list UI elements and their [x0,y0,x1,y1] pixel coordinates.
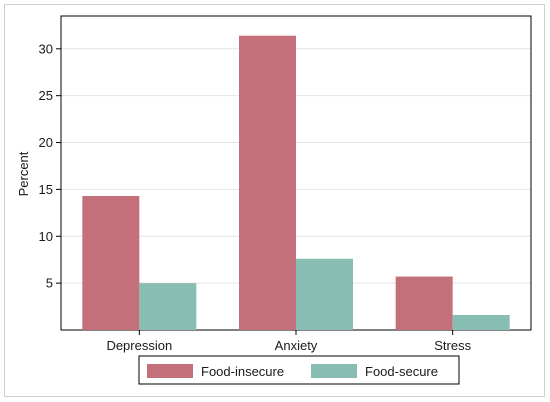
y-tick-label: 30 [39,41,53,56]
y-axis-ticks: 5 10 15 20 25 30 [39,41,61,291]
bar-food-secure-depression [139,283,197,330]
bar-food-secure-stress [452,315,510,330]
legend-label: Food-insecure [201,364,284,379]
x-tick-label: Depression [106,338,172,353]
x-tick-label: Stress [434,338,471,353]
y-axis-label: Percent [16,151,31,196]
legend-swatch [311,364,357,378]
bar-food-insecure-depression [82,195,140,330]
x-tick-label: Anxiety [275,338,318,353]
legend-label: Food-secure [365,364,438,379]
y-tick-label: 5 [46,276,53,291]
bar-food-insecure-anxiety [239,35,296,330]
bar-food-secure-anxiety [296,258,353,330]
legend-swatch [147,364,193,378]
bars [82,35,510,330]
legend: Food-insecure Food-secure [138,355,460,385]
x-axis-ticks: Depression Anxiety Stress [106,330,472,353]
bar-food-insecure-stress [395,276,453,330]
y-tick-label: 15 [39,182,53,197]
y-tick-label: 25 [39,88,53,103]
y-tick-label: 20 [39,135,53,150]
y-tick-label: 10 [39,229,53,244]
